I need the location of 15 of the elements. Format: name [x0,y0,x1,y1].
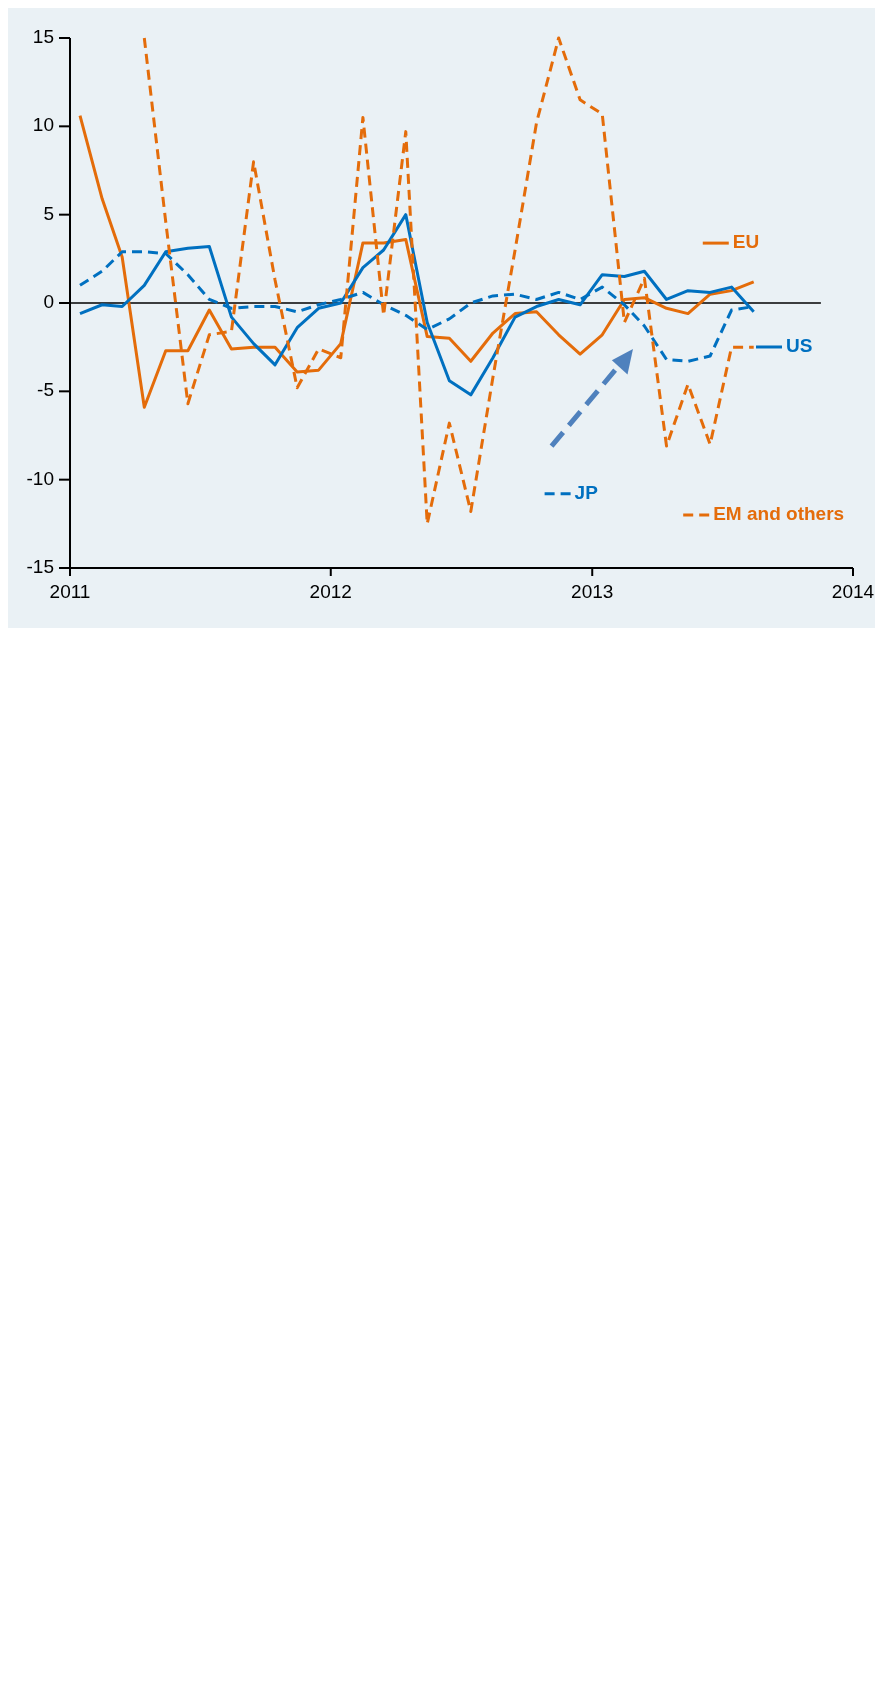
legend-label: US [786,335,813,357]
y-tick-label: 5 [43,202,54,224]
legend-label: JP [574,481,599,503]
y-tick-label: 15 [32,26,54,48]
y-tick-label: -10 [26,467,54,489]
y-tick-label: -15 [26,556,54,578]
legend-label: EU [732,231,760,253]
y-tick-label: 10 [32,114,54,136]
x-tick-label: 2012 [309,581,352,602]
y-tick-label: 0 [43,291,54,313]
legend-label: EM and others [713,503,845,525]
y-tick-label: -5 [37,379,54,401]
x-tick-label: 2014 [831,581,875,602]
x-tick-label: 2011 [49,581,91,602]
x-tick-label: 2013 [571,581,614,602]
